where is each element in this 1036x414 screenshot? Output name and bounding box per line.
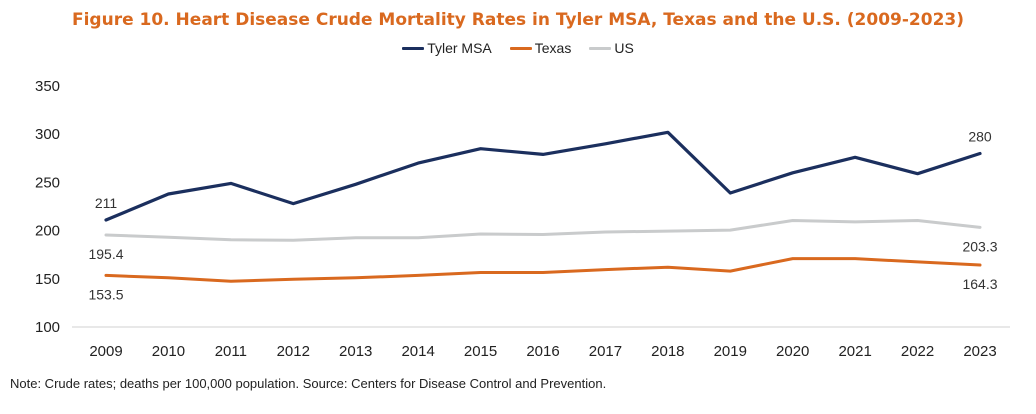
x-tick-label-2021: 2021 [838,343,871,360]
series-line-texas [104,257,982,283]
data-label-texas-2009: 153.5 [88,286,123,302]
x-tick-label-2014: 2014 [401,343,434,360]
legend-swatch-us [589,46,612,50]
x-tick-label-2015: 2015 [464,343,497,360]
legend-label-texas: Texas [534,40,572,56]
legend-swatch-tyler-msa [402,46,425,50]
x-tick-label-2010: 2010 [152,343,185,360]
x-tick-label-2016: 2016 [526,343,559,360]
y-tick-label-250: 250 [35,174,60,191]
legend: Tyler MSA Texas US [0,40,1036,56]
data-label-tyler-msa-2009: 211 [95,195,118,211]
x-tick-label-2020: 2020 [776,343,809,360]
y-tick-label-350: 350 [35,78,60,95]
x-tick-label-2018: 2018 [651,343,684,360]
y-tick-label-300: 300 [35,126,60,143]
legend-label-tyler-msa: Tyler MSA [427,40,492,56]
x-tick-label-2009: 2009 [89,343,122,360]
x-tick-label-2023: 2023 [963,343,996,360]
chart-title: Figure 10. Heart Disease Crude Mortality… [71,10,965,30]
x-tick-label-2013: 2013 [339,343,372,360]
data-label-us-2009: 195.4 [88,246,123,262]
series-line-tyler-msa [104,130,982,222]
legend-label-us: US [614,40,634,56]
data-label-texas-2023: 164.3 [962,276,997,292]
legend-entry-texas: Texas [509,40,572,56]
series-line-us [104,219,982,242]
source-note: Note: Crude rates; deaths per 100,000 po… [10,376,607,391]
legend-entry-us: US [589,40,634,56]
x-tick-label-2022: 2022 [901,343,934,360]
y-tick-label-100: 100 [35,319,60,336]
data-label-tyler-msa-2023: 280 [968,128,992,144]
data-label-us-2023: 203.3 [962,238,997,254]
legend-swatch-texas [509,46,532,50]
legend-entry-tyler-msa: Tyler MSA [402,40,492,56]
x-tick-label-2017: 2017 [589,343,622,360]
x-tick-label-2012: 2012 [277,343,310,360]
x-tick-label-2011: 2011 [215,343,247,360]
y-tick-label-200: 200 [35,223,60,240]
y-tick-label-150: 150 [35,271,60,288]
x-tick-label-2019: 2019 [714,343,747,360]
